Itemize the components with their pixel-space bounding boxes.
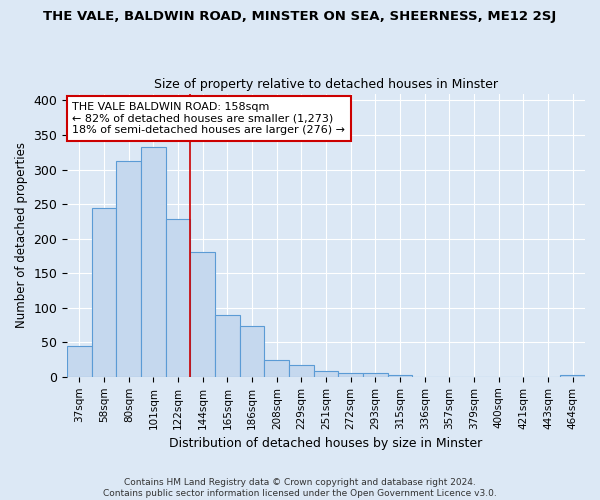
Bar — [289, 365, 314, 377]
Y-axis label: Number of detached properties: Number of detached properties — [15, 142, 28, 328]
Bar — [92, 208, 116, 377]
Text: THE VALE BALDWIN ROAD: 158sqm
← 82% of detached houses are smaller (1,273)
18% o: THE VALE BALDWIN ROAD: 158sqm ← 82% of d… — [73, 102, 346, 136]
Bar — [141, 147, 166, 377]
Bar — [338, 374, 363, 377]
Text: Contains HM Land Registry data © Crown copyright and database right 2024.
Contai: Contains HM Land Registry data © Crown c… — [103, 478, 497, 498]
Bar — [215, 314, 240, 377]
X-axis label: Distribution of detached houses by size in Minster: Distribution of detached houses by size … — [169, 437, 483, 450]
Bar — [314, 370, 338, 377]
Title: Size of property relative to detached houses in Minster: Size of property relative to detached ho… — [154, 78, 498, 91]
Bar — [190, 252, 215, 377]
Bar — [560, 374, 585, 377]
Bar — [265, 360, 289, 377]
Bar — [240, 326, 265, 377]
Bar — [388, 376, 412, 377]
Bar — [67, 346, 92, 377]
Bar — [363, 374, 388, 377]
Bar — [166, 220, 190, 377]
Text: THE VALE, BALDWIN ROAD, MINSTER ON SEA, SHEERNESS, ME12 2SJ: THE VALE, BALDWIN ROAD, MINSTER ON SEA, … — [43, 10, 557, 23]
Bar — [116, 160, 141, 377]
